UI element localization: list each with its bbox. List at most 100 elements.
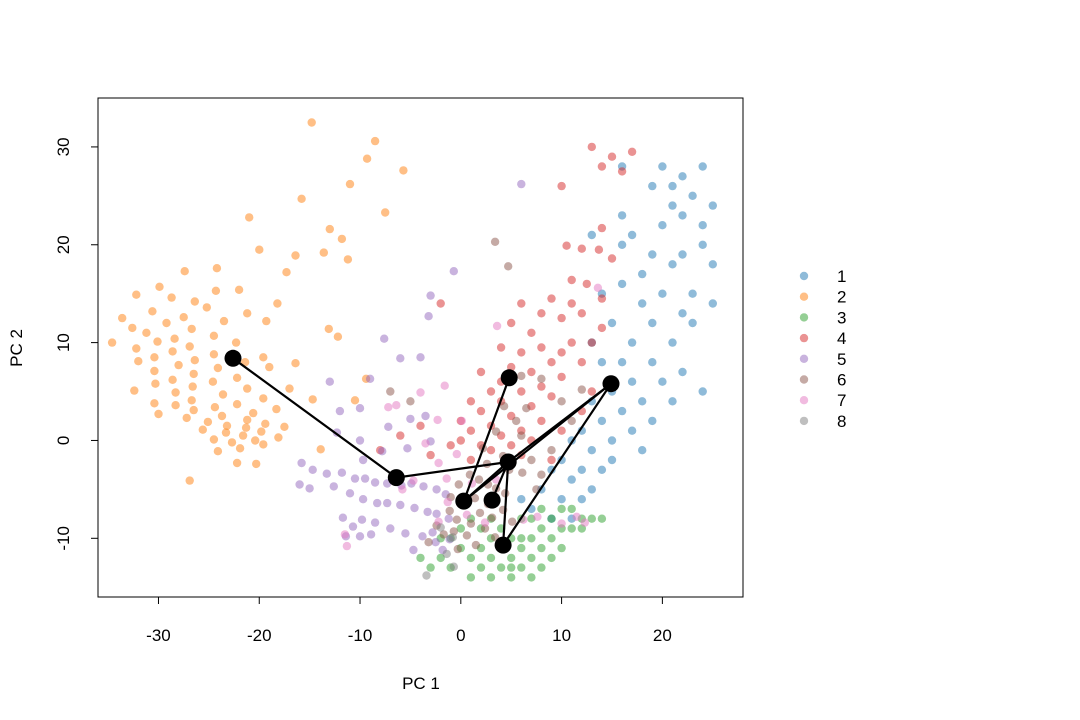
legend-marker-3 (799, 313, 809, 322)
data-point-series-5 (337, 468, 347, 477)
y-tick-label: 10 (54, 333, 73, 352)
data-point-series-5 (366, 530, 376, 539)
data-point-series-4 (567, 275, 576, 285)
data-point-series-2 (187, 396, 196, 405)
data-point-series-1 (607, 436, 617, 445)
data-point-series-2 (174, 360, 183, 370)
data-point-series-6 (508, 517, 517, 526)
data-point-series-2 (162, 318, 171, 328)
data-point-series-5 (396, 354, 405, 363)
y-tick-label: 30 (54, 137, 73, 156)
cluster-centroid (499, 453, 517, 471)
data-point-series-8 (436, 523, 445, 532)
data-point-series-1 (668, 397, 677, 406)
data-point-series-3 (527, 573, 536, 582)
data-point-series-4 (617, 167, 627, 176)
data-point-series-2 (211, 286, 221, 295)
legend-label-2: 2 (837, 288, 846, 307)
data-point-series-2 (168, 375, 177, 384)
data-point-series-4 (567, 299, 576, 308)
data-point-series-4 (486, 387, 496, 396)
data-point-series-4 (597, 223, 607, 233)
data-point-series-8 (448, 533, 457, 542)
data-point-series-3 (416, 553, 425, 563)
data-point-series-1 (557, 495, 566, 504)
data-point-series-1 (668, 201, 677, 210)
cluster-centroid (602, 375, 620, 393)
data-point-series-1 (648, 358, 657, 367)
data-point-series-2 (231, 338, 241, 347)
data-point-series-1 (668, 338, 677, 347)
data-point-series-6 (466, 519, 476, 528)
data-point-series-1 (658, 221, 667, 230)
data-point-series-4 (607, 254, 617, 263)
data-point-series-4 (466, 455, 476, 465)
data-point-series-4 (597, 162, 607, 171)
data-point-series-3 (466, 573, 476, 582)
data-point-series-2 (134, 357, 143, 366)
data-point-series-2 (259, 440, 268, 449)
data-point-series-3 (537, 504, 546, 514)
data-point-series-4 (476, 367, 486, 377)
data-point-series-2 (209, 350, 219, 359)
data-point-series-2 (154, 409, 163, 419)
data-point-series-5 (373, 498, 382, 508)
data-point-series-4 (537, 309, 546, 318)
data-point-series-1 (638, 269, 647, 279)
x-tick-label: -30 (146, 626, 171, 645)
data-point-series-5 (357, 515, 367, 524)
cluster-centroid (455, 492, 473, 510)
data-point-series-6 (537, 374, 546, 383)
data-point-series-5 (428, 528, 437, 537)
data-point-series-6 (439, 530, 448, 539)
data-point-series-1 (517, 495, 526, 504)
data-point-series-7 (452, 449, 461, 459)
data-point-series-6 (499, 402, 509, 411)
data-point-series-4 (446, 441, 455, 450)
data-point-series-5 (421, 411, 430, 421)
data-point-series-2 (324, 324, 333, 334)
data-point-series-4 (527, 367, 536, 377)
legend-marker-5 (799, 354, 809, 363)
data-point-series-1 (577, 495, 586, 504)
data-point-series-3 (557, 543, 566, 553)
data-point-series-5 (431, 538, 440, 547)
data-point-series-2 (285, 384, 294, 393)
data-point-series-2 (209, 435, 219, 444)
data-point-series-1 (607, 455, 617, 465)
y-tick-label: 0 (54, 436, 73, 445)
data-point-series-2 (167, 293, 176, 302)
data-point-series-5 (386, 524, 395, 533)
data-point-series-2 (128, 323, 137, 333)
data-point-series-4 (557, 426, 566, 435)
data-point-series-4 (582, 279, 591, 289)
data-point-series-2 (251, 436, 260, 445)
data-point-series-5 (449, 267, 458, 276)
data-point-series-2 (227, 438, 237, 447)
data-point-series-2 (232, 373, 242, 382)
data-point-series-1 (587, 485, 596, 494)
data-point-series-7 (557, 519, 566, 528)
data-point-series-1 (698, 240, 707, 249)
data-point-series-3 (507, 553, 516, 563)
data-point-series-2 (399, 166, 408, 175)
data-point-series-2 (259, 394, 268, 403)
data-point-series-2 (222, 421, 232, 430)
data-point-series-3 (547, 514, 556, 523)
legend-marker-8 (799, 416, 809, 426)
data-point-series-5 (410, 503, 419, 513)
data-point-series-7 (398, 485, 407, 494)
data-point-series-2 (118, 313, 127, 323)
data-point-series-3 (456, 524, 465, 533)
data-point-series-5 (380, 334, 389, 343)
data-point-series-7 (340, 530, 350, 539)
data-point-series-2 (189, 405, 198, 415)
data-point-series-7 (492, 321, 502, 331)
data-point-series-1 (648, 318, 657, 328)
data-point-series-2 (274, 433, 283, 442)
data-point-series-4 (436, 299, 445, 308)
data-point-series-1 (698, 221, 707, 230)
data-point-series-2 (255, 245, 264, 254)
